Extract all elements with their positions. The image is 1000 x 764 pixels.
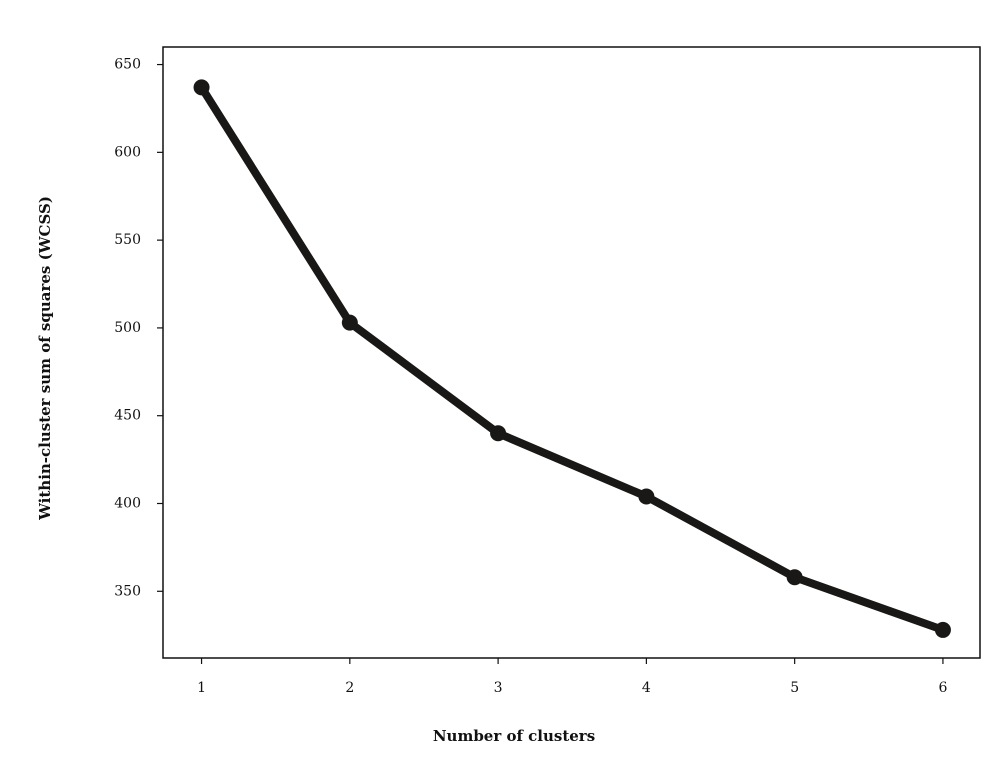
marker <box>786 569 803 586</box>
marker <box>638 488 655 505</box>
y-tick-label: 600 <box>114 144 141 160</box>
x-tick-label: 1 <box>197 680 206 696</box>
y-tick-label: 650 <box>114 57 141 73</box>
y-tick-label: 450 <box>114 408 141 424</box>
x-tick-label: 6 <box>938 680 947 696</box>
y-tick-label: 350 <box>114 583 141 599</box>
y-tick-label: 400 <box>114 495 141 511</box>
x-tick-label: 2 <box>345 680 354 696</box>
plot-frame <box>162 46 981 659</box>
line <box>198 85 945 634</box>
marker <box>934 621 951 638</box>
marker <box>490 425 507 442</box>
y-axis-title: Within-cluster sum of squares (WCSS) <box>36 196 54 521</box>
marker <box>341 314 358 331</box>
marker <box>193 79 210 96</box>
x-tick-label: 3 <box>494 680 503 696</box>
x-axis-title: Number of clusters <box>433 727 595 745</box>
x-tick-label: 5 <box>790 680 799 696</box>
y-tick-label: 550 <box>114 232 141 248</box>
y-tick-label: 500 <box>114 320 141 336</box>
x-tick-label: 4 <box>642 680 651 696</box>
